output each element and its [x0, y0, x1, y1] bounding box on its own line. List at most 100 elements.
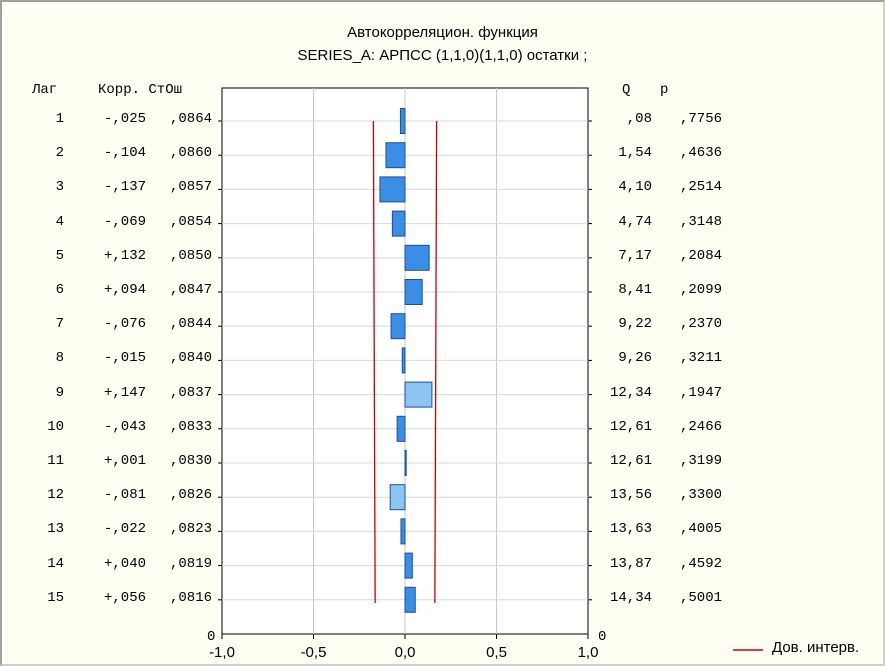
y-zero-label-right: 0: [598, 629, 607, 645]
se-value: ,0857: [169, 179, 212, 196]
corr-value: -,076: [103, 316, 146, 333]
se-value: ,0819: [169, 555, 212, 572]
p-value: ,2099: [679, 282, 722, 298]
lag-label: 6: [55, 282, 64, 298]
lag-label: 13: [47, 521, 64, 538]
corr-value: -,043: [103, 418, 146, 435]
q-value: 13,56: [609, 487, 652, 504]
acf-bar: [390, 313, 406, 340]
x-tick-label: -1,0: [209, 644, 235, 661]
lag-label: 7: [55, 316, 64, 333]
se-value: ,0860: [169, 145, 212, 162]
se-value: ,0864: [169, 111, 212, 127]
lag-label: 9: [55, 384, 64, 401]
lag-label: 3: [55, 179, 64, 196]
corr-value: +,094: [103, 282, 146, 298]
p-value: ,4005: [679, 521, 722, 538]
se-value: ,0844: [169, 316, 212, 333]
legend-label: Дов. интерв.: [772, 639, 860, 656]
x-tick-label: -0,5: [300, 644, 327, 661]
corr-value: -,104: [103, 145, 146, 162]
x-tick-label: 0,0: [394, 644, 416, 661]
q-value: 7,17: [618, 247, 652, 264]
q-value: 13,87: [609, 555, 652, 572]
corr-value: +,001: [103, 453, 146, 469]
q-value: 9,22: [618, 316, 652, 333]
lag-label: 4: [55, 213, 64, 230]
lag-label: 5: [55, 247, 64, 264]
confidence-band-upper: [434, 120, 438, 603]
se-value: ,0840: [169, 350, 212, 367]
acf-bar: [399, 108, 406, 134]
y-zero-label-left: 0: [207, 629, 216, 645]
acf-bar: [404, 244, 430, 271]
p-value: ,5001: [679, 589, 722, 606]
q-value: 8,41: [618, 282, 652, 298]
corr-value: -,081: [103, 487, 146, 504]
q-value: 4,10: [618, 179, 652, 196]
se-value: ,0833: [169, 418, 212, 435]
lag-label: 12: [47, 487, 64, 504]
acf-bar: [404, 279, 423, 305]
lag-label: 15: [47, 589, 64, 606]
p-value: ,2370: [679, 316, 722, 333]
acf-bar: [404, 450, 407, 476]
se-value: ,0847: [169, 282, 212, 298]
p-value: ,3211: [679, 350, 722, 367]
lag-label: 11: [47, 453, 64, 469]
se-value: ,0837: [169, 384, 212, 401]
q-value: 14,34: [609, 589, 652, 606]
chart-title: Автокорреляцион. функция: [347, 24, 538, 41]
q-value: 13,63: [609, 521, 652, 538]
lag-label: 14: [47, 555, 64, 572]
q-value: 1,54: [618, 145, 652, 162]
chart-subtitle: SERIES_A: АРПСС (1,1,0)(1,1,0) остатки ;: [297, 47, 588, 64]
acf-bar: [379, 176, 406, 203]
corr-value: +,147: [103, 384, 146, 401]
se-value: ,0830: [169, 453, 212, 469]
corr-value: -,137: [103, 179, 146, 196]
q-value: 12,61: [609, 453, 652, 469]
q-value: ,08: [626, 111, 652, 127]
corr-value: -,015: [103, 350, 146, 367]
header-q: Q: [622, 82, 631, 98]
lag-label: 8: [55, 350, 64, 367]
header-p: p: [660, 82, 669, 98]
p-value: ,4592: [679, 555, 722, 572]
p-value: ,3300: [679, 487, 722, 504]
q-value: 4,74: [618, 213, 652, 230]
p-value: ,7756: [679, 111, 722, 127]
p-value: ,3199: [679, 453, 722, 469]
acf-bar: [391, 210, 406, 237]
se-value: ,0823: [169, 521, 212, 538]
q-value: 9,26: [618, 350, 652, 367]
header-lag: Лаг: [32, 82, 58, 98]
acf-bar: [400, 518, 406, 545]
se-value: ,0826: [169, 487, 212, 504]
acf-bar: [401, 347, 406, 374]
lag-label: 1: [55, 111, 64, 127]
se-value: ,0854: [169, 213, 212, 230]
x-tick-label: 0,5: [486, 644, 507, 661]
acf-bar: [404, 381, 433, 408]
p-value: ,4636: [679, 145, 722, 162]
lag-label: 10: [47, 418, 64, 435]
q-value: 12,61: [609, 418, 652, 435]
p-value: ,2084: [679, 247, 722, 264]
corr-value: -,025: [103, 111, 146, 127]
p-value: ,2514: [679, 179, 722, 196]
confidence-band-lower: [372, 120, 376, 603]
se-value: ,0850: [169, 247, 212, 264]
legend-line-icon: [733, 649, 763, 651]
se-value: ,0816: [169, 589, 212, 606]
acf-bar: [396, 415, 406, 442]
acf-bar: [389, 484, 406, 511]
q-value: 12,34: [609, 384, 652, 401]
p-value: ,3148: [679, 213, 722, 230]
p-value: ,2466: [679, 418, 722, 435]
corr-value: +,056: [103, 589, 146, 606]
acf-bar: [404, 552, 413, 579]
p-value: ,1947: [679, 384, 722, 401]
lag-label: 2: [55, 145, 64, 162]
